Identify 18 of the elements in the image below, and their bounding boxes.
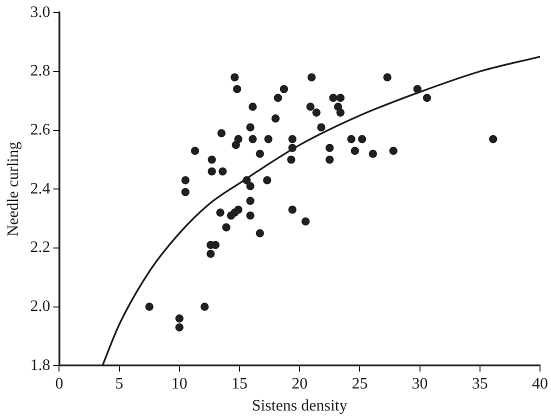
y-tick-label: 2.6 xyxy=(30,121,50,138)
x-tick-label: 20 xyxy=(292,375,308,392)
y-tick-label: 1.8 xyxy=(30,356,50,374)
y-tick-label: 2.4 xyxy=(30,180,50,198)
y-tick-label: 2.2 xyxy=(30,239,50,256)
x-tick-label: 0 xyxy=(55,375,64,392)
x-tick-label: 5 xyxy=(115,375,124,392)
y-axis-title: Needle curling xyxy=(4,142,22,236)
y-tick-label: 3.0 xyxy=(30,4,50,21)
x-tick-label: 35 xyxy=(472,375,488,392)
x-axis-title: Sistens density xyxy=(252,398,348,415)
y-tick-label: 2.8 xyxy=(30,62,50,80)
y-tick-label: 2.0 xyxy=(30,298,50,315)
x-tick-label: 10 xyxy=(171,375,188,392)
x-tick-label: 40 xyxy=(532,375,548,392)
x-tick-label: 25 xyxy=(352,375,368,392)
x-tick-label: 15 xyxy=(232,375,248,392)
x-tick-label: 30 xyxy=(412,375,428,392)
